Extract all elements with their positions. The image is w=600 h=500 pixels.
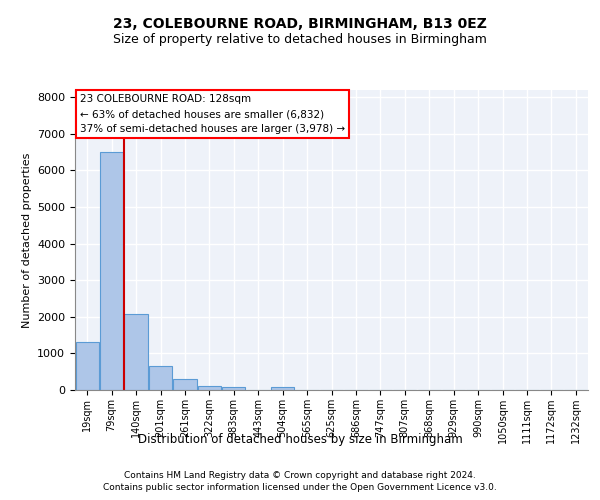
Bar: [222, 388, 245, 390]
Text: 23 COLEBOURNE ROAD: 128sqm
← 63% of detached houses are smaller (6,832)
37% of s: 23 COLEBOURNE ROAD: 128sqm ← 63% of deta…: [80, 94, 345, 134]
Y-axis label: Number of detached properties: Number of detached properties: [22, 152, 32, 328]
Text: Contains public sector information licensed under the Open Government Licence v3: Contains public sector information licen…: [103, 484, 497, 492]
Text: Contains HM Land Registry data © Crown copyright and database right 2024.: Contains HM Land Registry data © Crown c…: [124, 471, 476, 480]
Bar: [76, 342, 99, 390]
Text: 23, COLEBOURNE ROAD, BIRMINGHAM, B13 0EZ: 23, COLEBOURNE ROAD, BIRMINGHAM, B13 0EZ: [113, 18, 487, 32]
Bar: [100, 152, 123, 390]
Text: Distribution of detached houses by size in Birmingham: Distribution of detached houses by size …: [137, 432, 463, 446]
Text: Size of property relative to detached houses in Birmingham: Size of property relative to detached ho…: [113, 32, 487, 46]
Bar: [198, 386, 221, 390]
Bar: [173, 380, 197, 390]
Bar: [271, 388, 294, 390]
Bar: [149, 366, 172, 390]
Bar: [124, 314, 148, 390]
